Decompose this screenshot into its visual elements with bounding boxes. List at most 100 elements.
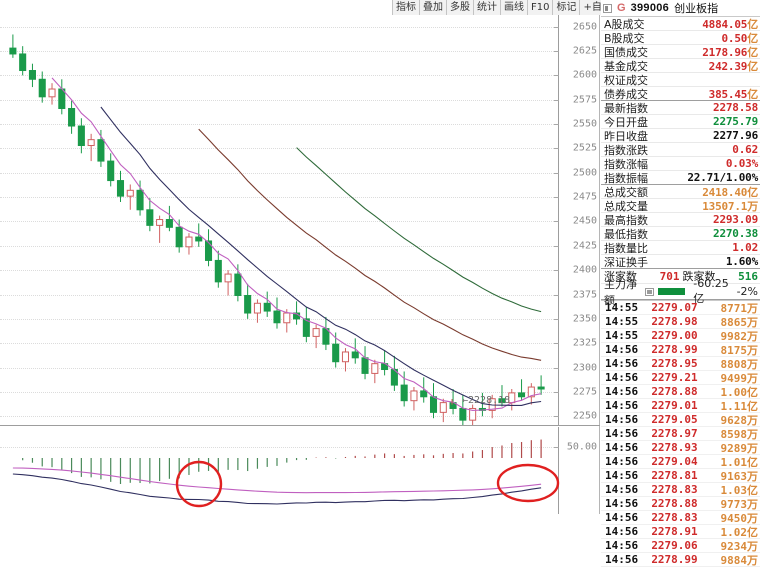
quote-row-label: 最高指数 xyxy=(604,213,648,227)
tick-volume: 1.11亿 xyxy=(720,399,759,413)
price-axis-tick xyxy=(554,245,559,247)
tick-row[interactable]: 14:56 2278.88 9773万 xyxy=(601,497,760,511)
indicator-gridline xyxy=(0,447,558,448)
quote-row-unit: 亿 xyxy=(747,45,758,59)
price-gridline xyxy=(0,197,558,199)
tick-row[interactable]: 14:56 2278.83 1.03亿 xyxy=(601,483,760,497)
tick-row[interactable]: 14:56 2278.81 9163万 xyxy=(601,469,760,483)
highlight-circle-marker xyxy=(175,460,223,508)
tick-time: 14:56 xyxy=(605,497,639,510)
panel-page-icon[interactable] xyxy=(603,3,612,13)
quote-row-value: 2178.96亿 xyxy=(702,45,758,59)
tick-time: 14:56 xyxy=(605,357,639,370)
advancers-label: 涨家数 xyxy=(604,270,637,283)
quote-row-value: 2277.96 xyxy=(713,129,758,142)
candlestick-series xyxy=(9,34,545,425)
toolbar-button-mark[interactable]: 标记 xyxy=(553,0,581,15)
tick-time: 14:56 xyxy=(605,399,639,412)
price-pane[interactable]: 2650 2625 2600 2575 2550 2525 2500 2475 2450 2425… xyxy=(0,15,600,426)
price-gridline xyxy=(0,75,558,77)
tick-time: 14:56 xyxy=(605,413,639,426)
price-axis-tick xyxy=(554,416,559,418)
tick-row[interactable]: 14:55 2279.00 9982万 xyxy=(601,329,760,343)
toolbar-button-f10[interactable]: F10 xyxy=(528,0,554,15)
tick-row[interactable]: 14:56 2279.04 1.01亿 xyxy=(601,455,760,469)
price-gridline xyxy=(0,172,558,174)
quote-row-unit: 亿 xyxy=(747,87,758,101)
tick-time: 14:56 xyxy=(605,441,639,454)
tick-row[interactable]: 14:55 2279.07 8771万 xyxy=(601,301,760,315)
quote-row: B股成交 0.50亿 xyxy=(601,31,760,45)
price-axis-label: 2350 xyxy=(572,313,597,325)
quote-row-value: 1.60% xyxy=(725,255,758,268)
tick-volume: 9773万 xyxy=(720,497,759,511)
tick-time: 14:56 xyxy=(605,427,639,440)
tick-row[interactable]: 14:56 2278.93 9289万 xyxy=(601,441,760,455)
price-axis-tick xyxy=(554,99,559,101)
tick-volume: 8175万 xyxy=(720,343,759,357)
toolbar-button-indicator[interactable]: 指标 xyxy=(392,0,420,15)
price-gridline xyxy=(0,391,558,393)
quote-row: 国债成交 2178.96亿 xyxy=(601,45,760,59)
quote-row-label: 最低指数 xyxy=(604,227,648,241)
price-axis-label: 2575 xyxy=(572,94,597,106)
advancers-value: 701 xyxy=(659,269,680,283)
quote-row: 总成交量 13507.1万 xyxy=(601,199,760,213)
chart-toggle-icon[interactable] xyxy=(645,287,655,296)
quote-row: 今日开盘 2275.79 xyxy=(601,115,760,129)
price-gridline xyxy=(0,26,558,28)
price-axis-tick xyxy=(554,51,559,53)
tick-price: 2278.81 xyxy=(651,469,698,482)
decliners-value: 516 xyxy=(738,269,758,283)
tick-row[interactable]: 14:55 2278.98 8865万 xyxy=(601,315,760,329)
tick-row[interactable]: 14:56 2278.99 9884万 xyxy=(601,553,760,567)
quote-row-label: B股成交 xyxy=(604,31,645,45)
tick-price: 2279.05 xyxy=(651,413,698,426)
tick-time: 14:55 xyxy=(605,315,639,328)
tick-row[interactable]: 14:56 2278.97 8598万 xyxy=(601,427,760,441)
quote-row-unit: 亿 xyxy=(747,59,758,73)
tick-volume: 1.00亿 xyxy=(720,385,759,399)
tick-row[interactable]: 14:56 2279.21 9499万 xyxy=(601,371,760,385)
quote-row-label: 指数振幅 xyxy=(604,171,648,185)
quote-row-value: 13507.1万 xyxy=(702,199,758,213)
tick-time: 14:56 xyxy=(605,483,639,496)
quote-row-label: 指数量比 xyxy=(604,241,648,255)
price-axis-tick xyxy=(554,221,559,223)
price-axis-label: 2275 xyxy=(572,386,597,398)
tick-row[interactable]: 14:56 2279.01 1.11亿 xyxy=(601,399,760,413)
quote-row-unit: 亿 xyxy=(747,31,758,45)
tick-time: 14:56 xyxy=(605,469,639,482)
tick-price: 2278.88 xyxy=(651,385,698,398)
indicator-pane[interactable]: 50.00 xyxy=(0,427,600,514)
annotation-markers xyxy=(175,460,560,508)
main-capital-amount: -60.25亿 xyxy=(693,277,729,305)
quote-row-value: 2275.79 xyxy=(713,115,758,128)
tick-volume: 8808万 xyxy=(720,357,759,371)
chart-area[interactable]: 2650 2625 2600 2575 2550 2525 2500 2475 2450 2425… xyxy=(0,15,600,514)
toolbar-button-overlay[interactable]: 叠加 xyxy=(420,0,447,15)
tick-list[interactable]: 14:55 2279.07 8771万 14:55 2278.98 8865万 14:55 2… xyxy=(601,300,760,567)
indicator-axis-tick xyxy=(554,447,559,448)
tick-volume: 9289万 xyxy=(720,441,759,455)
tick-row[interactable]: 14:56 2279.05 9628万 xyxy=(601,413,760,427)
price-axis-label: 2550 xyxy=(572,118,597,130)
tick-volume: 1.01亿 xyxy=(720,455,759,469)
quote-row-label: 指数涨幅 xyxy=(604,157,648,171)
price-gridline xyxy=(0,124,558,126)
quote-row-value: 0.50亿 xyxy=(721,31,758,45)
tick-price: 2278.91 xyxy=(651,525,698,538)
tick-volume: 9884万 xyxy=(720,553,759,567)
tick-row[interactable]: 14:56 2278.99 8175万 xyxy=(601,343,760,357)
tick-row[interactable]: 14:56 2278.95 8808万 xyxy=(601,357,760,371)
tick-row[interactable]: 14:56 2278.88 1.00亿 xyxy=(601,385,760,399)
quote-row-label: 深证换手 xyxy=(604,255,648,269)
main-capital-label: 主力净额 xyxy=(604,277,637,307)
toolbar-button-draw-line[interactable]: 画线 xyxy=(501,0,528,15)
toolbar-button-multi-stock[interactable]: 多股 xyxy=(447,0,474,15)
toolbar-button-statistics[interactable]: 统计 xyxy=(474,0,501,15)
quote-row-label: 最新指数 xyxy=(604,101,648,115)
quote-row-label: A股成交 xyxy=(604,17,645,31)
price-axis-label: 2300 xyxy=(572,362,597,374)
price-axis-label: 2250 xyxy=(572,410,597,422)
